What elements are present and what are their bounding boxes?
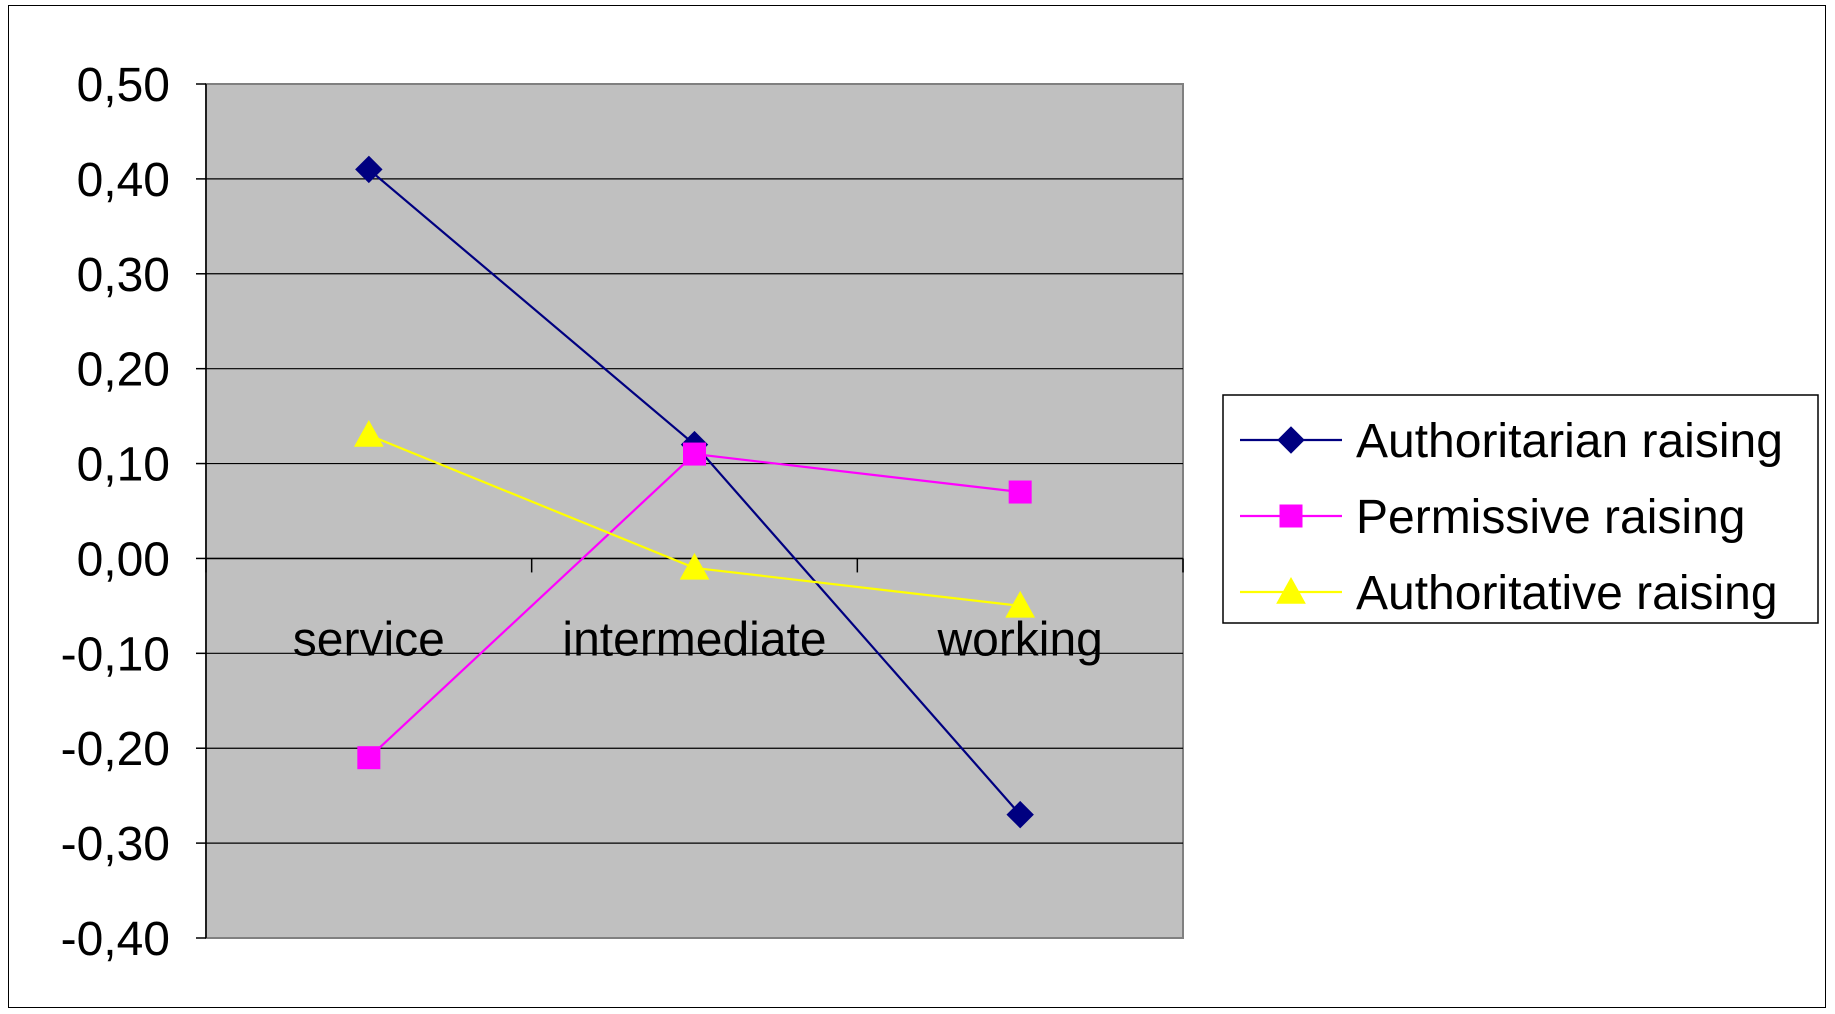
data-point <box>679 552 710 580</box>
y-tick-label: -0,30 <box>61 818 170 871</box>
y-tick-label: -0,20 <box>61 723 170 776</box>
y-tick-label: 0,10 <box>77 439 170 492</box>
data-point <box>683 442 706 466</box>
x-tick-label: working <box>936 613 1102 666</box>
y-tick-label: 0,30 <box>77 249 170 302</box>
legend-label: Authoritarian raising <box>1356 415 1783 468</box>
data-point <box>353 420 384 447</box>
y-tick-label: -0,40 <box>61 913 170 966</box>
legend-box <box>1222 394 1819 624</box>
y-tick-label: 0,20 <box>77 344 170 397</box>
data-point <box>357 746 381 770</box>
x-tick-label: service <box>293 613 445 666</box>
y-tick-label: 0,50 <box>77 59 170 112</box>
y-axis: 0,50 0,40 0,30 0,20 0,10 0,00 -0,10 -0,20 -0,30 -… <box>61 59 207 966</box>
data-point <box>355 155 383 184</box>
data-point <box>1008 480 1032 504</box>
y-tick-label: 0,40 <box>77 154 170 207</box>
legend-label: Authoritative raising <box>1356 567 1778 620</box>
legend: Authoritarian raising Permissive raising A… <box>1222 394 1819 624</box>
plot-area <box>205 83 1184 939</box>
legend-marker <box>1277 426 1305 454</box>
data-point <box>1006 800 1034 829</box>
series-markers <box>353 155 1036 829</box>
data-point <box>1005 590 1036 618</box>
y-tick-label: 0,00 <box>77 533 170 586</box>
x-tick-label: intermediate <box>562 613 826 666</box>
legend-marker <box>1279 504 1303 528</box>
x-axis: service intermediate working <box>205 557 1184 666</box>
legend-marker <box>1276 576 1306 604</box>
legend-label: Permissive raising <box>1356 491 1745 544</box>
y-tick-label: -0,10 <box>61 628 170 681</box>
